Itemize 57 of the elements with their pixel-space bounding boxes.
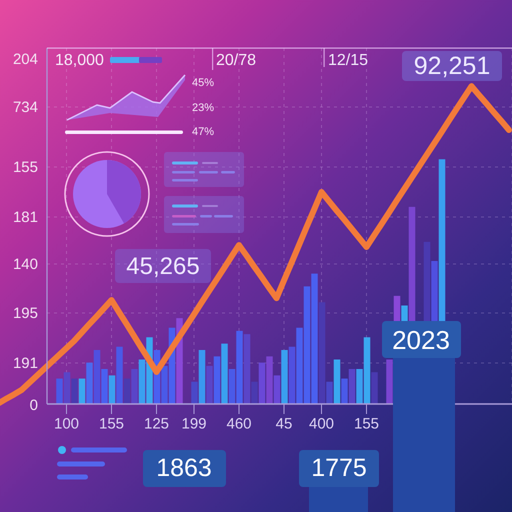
annotation: 140 bbox=[12, 256, 38, 272]
annotation: 195 bbox=[12, 304, 38, 322]
x-tick-label: 155 bbox=[354, 416, 380, 433]
bar bbox=[221, 344, 228, 404]
bar bbox=[94, 350, 100, 404]
bar bbox=[101, 369, 108, 404]
annotation: 45,265 bbox=[126, 252, 200, 280]
x-tick-label: 125 bbox=[144, 416, 170, 433]
bar bbox=[318, 302, 326, 404]
bar bbox=[214, 356, 220, 404]
bar bbox=[131, 369, 138, 404]
bar bbox=[326, 382, 333, 404]
bar bbox=[191, 382, 198, 404]
text: 92,251 bbox=[414, 52, 490, 80]
annotation: 181 bbox=[12, 208, 38, 226]
x-tick-label: 460 bbox=[226, 416, 252, 433]
annotation: 191 bbox=[12, 354, 38, 372]
bar bbox=[371, 372, 378, 404]
bar bbox=[124, 378, 130, 404]
bar bbox=[198, 350, 206, 404]
text: 18,000 bbox=[55, 52, 104, 68]
bar bbox=[274, 375, 280, 404]
bar bbox=[348, 369, 356, 404]
bar bbox=[86, 362, 93, 404]
text: 1775 bbox=[311, 454, 367, 482]
bar bbox=[116, 346, 123, 404]
x-tick-label: 45 bbox=[276, 416, 292, 433]
bar bbox=[64, 372, 70, 404]
text: 12/15 bbox=[328, 52, 368, 68]
x-tick-label: 155 bbox=[98, 416, 124, 433]
bar bbox=[334, 360, 340, 404]
annotation: 0 bbox=[30, 396, 38, 414]
bar bbox=[108, 375, 116, 404]
bar bbox=[244, 334, 250, 404]
bar bbox=[71, 378, 78, 404]
bar bbox=[251, 382, 258, 404]
bar bbox=[78, 378, 86, 404]
bar bbox=[56, 378, 63, 404]
bar bbox=[266, 356, 273, 404]
text: 20/78 bbox=[216, 52, 256, 68]
bar bbox=[281, 350, 288, 404]
x-tick-label: 100 bbox=[54, 416, 80, 433]
bar bbox=[386, 360, 393, 404]
bar bbox=[258, 362, 266, 404]
annotation: 2023 bbox=[392, 325, 450, 355]
annotation: 155 bbox=[12, 158, 38, 176]
bar bbox=[288, 346, 296, 404]
text: 1863 bbox=[156, 454, 212, 482]
bar bbox=[206, 366, 213, 404]
x-tick-label: 400 bbox=[308, 416, 334, 433]
annotation: 23% bbox=[192, 102, 214, 114]
x-tick-label: 199 bbox=[181, 416, 207, 433]
annotation: 45% bbox=[192, 77, 214, 89]
bar bbox=[341, 378, 348, 404]
annotation: 47% bbox=[192, 126, 214, 138]
annotation: 734 bbox=[12, 98, 38, 116]
text: 204 bbox=[12, 50, 38, 68]
